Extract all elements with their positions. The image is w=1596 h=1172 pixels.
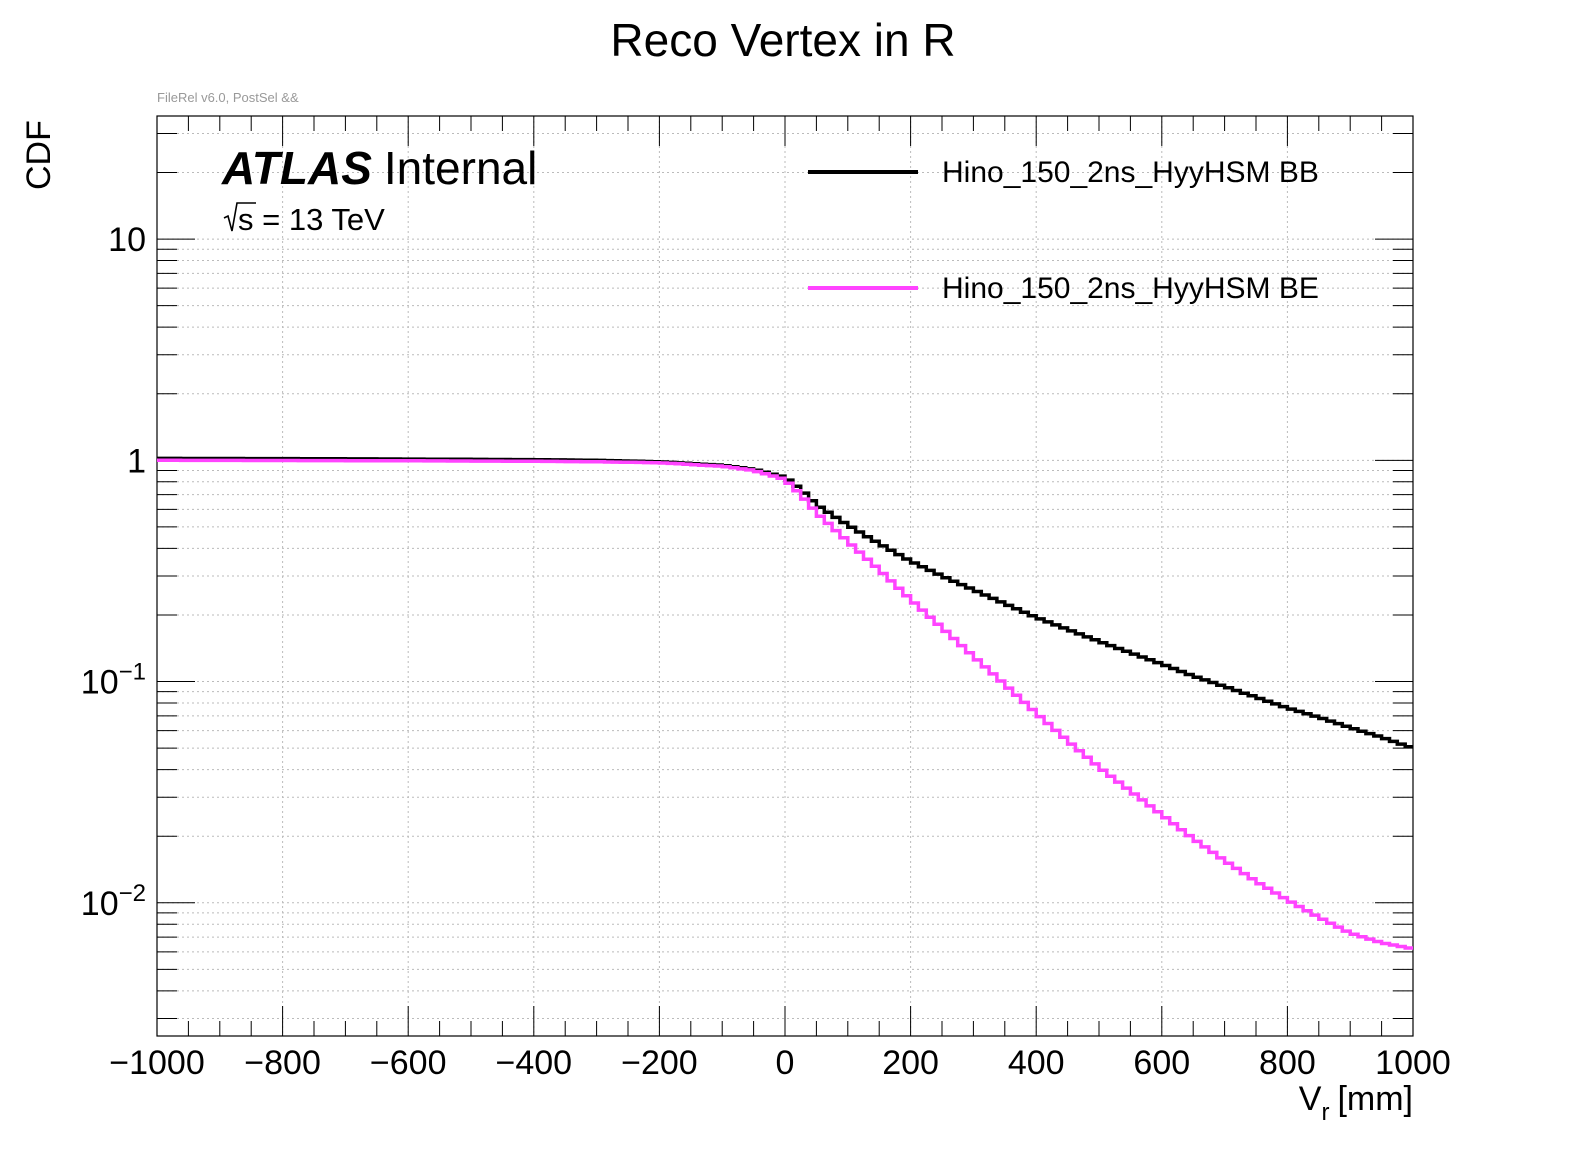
series-line-be — [157, 458, 1413, 950]
legend-label: Hino_150_2ns_HyyHSM BB — [942, 156, 1319, 189]
chart-note: FileRel v6.0, PostSel && — [157, 90, 299, 105]
x-axis-label-main: V — [1299, 1080, 1322, 1118]
x-tick-labels: −1000 −800 −600 −400 −200 0 200 400 600 800 1000 — [109, 1044, 1451, 1082]
legend-label: Hino_150_2ns_HyyHSM BE — [942, 272, 1319, 305]
y-tick-exp: −2 — [119, 880, 146, 907]
y-tick-label: 10 — [108, 221, 146, 259]
atlas-status: Internal — [384, 142, 537, 194]
x-tick-label: 0 — [776, 1044, 795, 1082]
atlas-label: ATLAS Internal — [221, 142, 537, 194]
x-tick-label: 400 — [1008, 1044, 1065, 1082]
x-tick-label: 800 — [1259, 1044, 1316, 1082]
x-axis-label: Vr [mm] — [1299, 1080, 1413, 1126]
grid — [156, 116, 1414, 1036]
y-tick-label: 10−1 — [81, 659, 146, 702]
x-axis-label-sub: r — [1321, 1099, 1329, 1126]
atlas-word: ATLAS — [221, 142, 372, 194]
x-tick-label: 600 — [1133, 1044, 1190, 1082]
y-tick-base: 10 — [81, 664, 119, 702]
x-tick-label: −600 — [370, 1044, 447, 1082]
y-tick-label: 10−2 — [81, 880, 146, 923]
y-tick-exp: −1 — [119, 659, 146, 686]
y-tick-label: 1 — [127, 442, 146, 480]
y-axis-label: CDF — [20, 120, 58, 190]
x-axis-label-unit: [mm] — [1337, 1080, 1413, 1118]
energy-label: s = 13 TeV — [223, 202, 385, 237]
x-tick-label: −400 — [496, 1044, 573, 1082]
energy-text: s = 13 TeV — [238, 202, 385, 237]
x-tick-label: −1000 — [109, 1044, 205, 1082]
sqrt-icon — [223, 202, 256, 232]
chart-title: Reco Vertex in R — [610, 14, 955, 66]
x-tick-label: −200 — [621, 1044, 698, 1082]
x-tick-label: 1000 — [1375, 1044, 1451, 1082]
series-group — [157, 456, 1413, 950]
x-tick-label: 200 — [882, 1044, 939, 1082]
axis-ticks — [156, 116, 1414, 1036]
y-tick-base: 10 — [81, 885, 119, 923]
legend: Hino_150_2ns_HyyHSM BB Hino_150_2ns_HyyHS… — [808, 156, 1319, 305]
x-tick-label: −800 — [244, 1044, 321, 1082]
